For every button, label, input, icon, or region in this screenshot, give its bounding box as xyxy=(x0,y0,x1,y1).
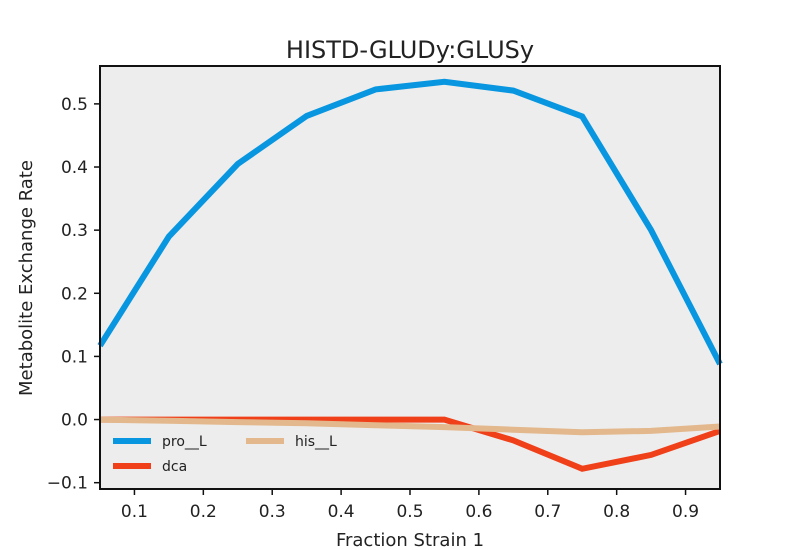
y-tick-label: 0.0 xyxy=(61,411,88,431)
x-tick-label: 0.5 xyxy=(396,502,423,522)
x-tick-label: 0.8 xyxy=(603,502,630,522)
y-tick-label: 0.4 xyxy=(61,158,88,178)
y-tick-label: 0.1 xyxy=(61,347,88,367)
x-tick-label: 0.1 xyxy=(121,502,148,522)
y-tick-label: 0.3 xyxy=(61,221,88,241)
x-tick-label: 0.6 xyxy=(465,502,492,522)
x-tick-label: 0.4 xyxy=(328,502,355,522)
series-line-his-l xyxy=(99,416,721,436)
y-axis-label: Metabolite Exchange Rate xyxy=(16,160,37,396)
legend-label-pro-l: pro__L xyxy=(162,434,207,450)
series-layer xyxy=(97,78,723,472)
y-tick-label: −0.1 xyxy=(47,474,88,494)
x-axis: 0.1 0.2 0.3 0.4 0.5 0.6 0.7 0.8 0.9 xyxy=(121,489,699,522)
y-tick-label: 0.2 xyxy=(61,284,88,304)
series-line-pro-l xyxy=(97,78,723,366)
x-tick-label: 0.9 xyxy=(672,502,699,522)
legend-label-dca: dca xyxy=(162,459,187,475)
x-axis-label: Fraction Strain 1 xyxy=(336,530,484,550)
legend-label-his-l: his__L xyxy=(295,434,337,450)
x-tick-label: 0.3 xyxy=(259,502,286,522)
x-tick-label: 0.2 xyxy=(190,502,217,522)
y-axis: −0.1 0.0 0.1 0.2 0.3 0.4 0.5 xyxy=(47,95,100,494)
y-tick-label: 0.5 xyxy=(61,95,88,115)
x-tick-label: 0.7 xyxy=(534,502,561,522)
chart-title: HISTD-GLUDy:GLUSy xyxy=(286,36,534,64)
